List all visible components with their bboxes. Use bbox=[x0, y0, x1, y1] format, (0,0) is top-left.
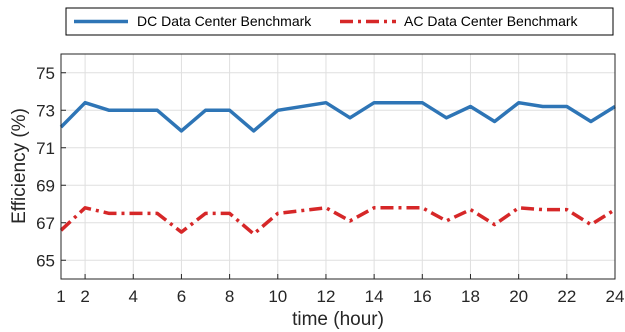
x-tick-label: 18 bbox=[461, 287, 480, 306]
x-tick-label: 2 bbox=[80, 287, 89, 306]
x-tick-label: 12 bbox=[316, 287, 335, 306]
x-axis-ticks: 1 2 4 6 8 10 12 14 16 18 20 22 24 bbox=[56, 274, 624, 306]
x-tick-label: 4 bbox=[129, 287, 138, 306]
y-tick-label: 71 bbox=[36, 139, 55, 158]
y-tick-label: 73 bbox=[36, 101, 55, 120]
y-axis-ticks: 65 67 69 71 73 75 bbox=[36, 64, 66, 270]
y-tick-label: 65 bbox=[36, 251, 55, 270]
y-axis-title: Efficiency (%) bbox=[9, 108, 30, 224]
y-tick-label: 75 bbox=[36, 64, 55, 83]
series-line-dc bbox=[59, 100, 616, 133]
grid bbox=[60, 54, 616, 279]
series-layer bbox=[59, 100, 616, 236]
x-tick-label: 22 bbox=[557, 287, 576, 306]
x-tick-label: 24 bbox=[606, 287, 625, 306]
plot-frame bbox=[60, 53, 616, 280]
x-tick-label: 8 bbox=[225, 287, 234, 306]
y-tick-label: 67 bbox=[36, 214, 55, 233]
legend-label-ac: AC Data Center Benchmark bbox=[404, 13, 579, 29]
x-axis-title: time (hour) bbox=[292, 309, 384, 330]
x-tick-label: 10 bbox=[268, 287, 287, 306]
legend-box bbox=[65, 7, 614, 36]
y-tick-label: 69 bbox=[36, 176, 55, 195]
legend-label-dc: DC Data Center Benchmark bbox=[137, 13, 312, 29]
legend: DC Data Center Benchmark AC Data Center … bbox=[65, 7, 614, 36]
x-tick-label: 1 bbox=[56, 287, 65, 306]
series-line-ac bbox=[59, 206, 616, 236]
x-tick-label: 14 bbox=[365, 287, 384, 306]
x-tick-label: 16 bbox=[413, 287, 432, 306]
x-tick-label: 6 bbox=[177, 287, 186, 306]
x-tick-label: 20 bbox=[509, 287, 528, 306]
